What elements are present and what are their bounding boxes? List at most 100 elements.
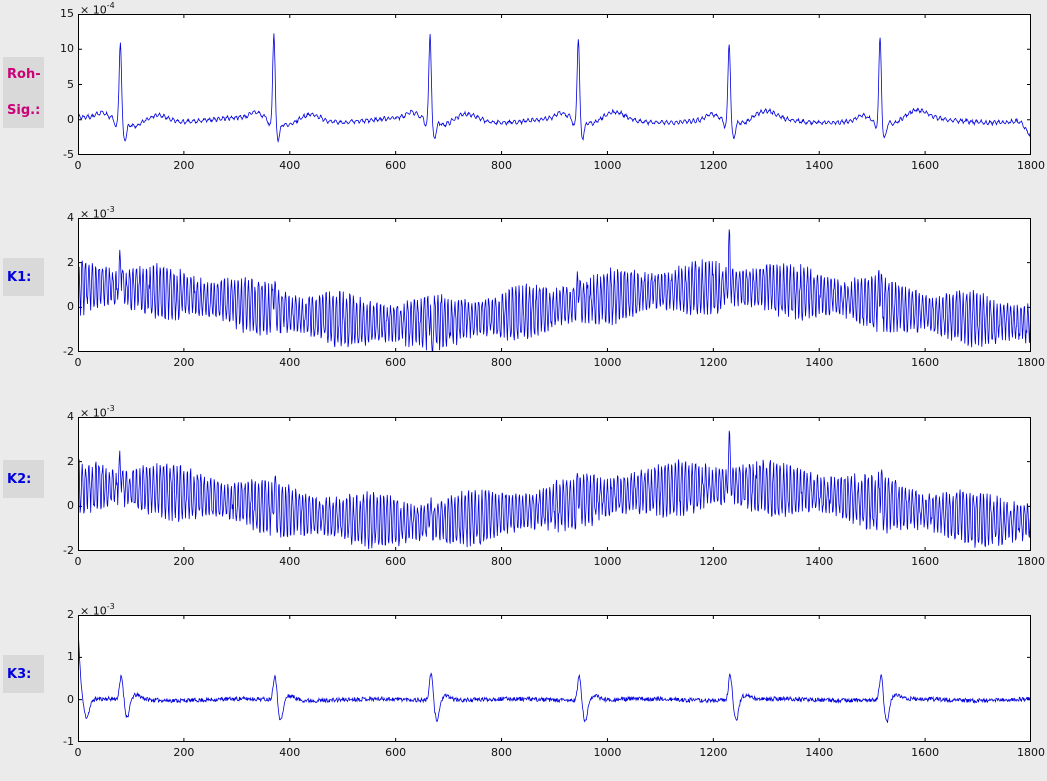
x-tick-label: 1400 (805, 159, 834, 172)
exponent-base: × 10 (80, 3, 107, 17)
x-tick-label: 1400 (805, 746, 834, 759)
x-tick-label: 800 (491, 159, 513, 172)
x-tick-label: 400 (279, 159, 301, 172)
x-tick-label: 1600 (911, 159, 940, 172)
y-tick-label: 4 (67, 410, 74, 423)
tick-marks (78, 417, 1031, 551)
x-tick-label: 400 (279, 746, 301, 759)
row-label-k3: K3: (3, 655, 44, 693)
tick-marks (78, 218, 1031, 352)
x-tick-label: 200 (173, 159, 195, 172)
x-tick-label: 800 (491, 746, 513, 759)
axis-exponent-label: × 10-3 (80, 602, 115, 618)
x-tick-label: 1000 (593, 159, 622, 172)
x-tick-label: 1600 (911, 356, 940, 369)
x-tick-label: 1600 (911, 555, 940, 568)
x-tick-label: 200 (173, 356, 195, 369)
y-tick-label: 0 (67, 499, 74, 513)
row-label-k1: K1: (3, 258, 44, 296)
signal-trace-k2 (78, 430, 1031, 550)
row-label-text-roh: Roh- (7, 67, 41, 83)
x-tick-label: 600 (385, 159, 407, 172)
x-tick-label: 1800 (1017, 555, 1045, 568)
exponent-base: × 10 (80, 604, 107, 618)
plot-area-k1 (78, 218, 1031, 352)
tick-marks (78, 615, 1031, 742)
x-tick-label: 800 (491, 356, 513, 369)
x-tick-label: 1200 (699, 159, 728, 172)
y-tick-label: 0 (67, 692, 74, 706)
row-label-k2: K2: (3, 460, 44, 498)
y-tick-label: -2 (63, 345, 74, 358)
row-label-roh-sig: Roh- Sig.: (3, 57, 44, 128)
row-label-text-k1: K1: (7, 269, 32, 285)
x-tick-label: 1800 (1017, 746, 1045, 759)
y-tick-label: 5 (67, 77, 74, 91)
y-tick-label: 2 (67, 255, 74, 269)
x-tick-label: 1200 (699, 555, 728, 568)
x-tick-label: 1200 (699, 356, 728, 369)
x-tick-label: 1200 (699, 746, 728, 759)
axis-exponent-label: × 10-3 (80, 205, 115, 221)
x-tick-label: 1800 (1017, 356, 1045, 369)
x-tick-label: 600 (385, 746, 407, 759)
x-tick-label: 1400 (805, 356, 834, 369)
axes-box (78, 615, 1031, 742)
axes-box (78, 14, 1031, 155)
signal-trace-k3 (78, 622, 1031, 723)
signal-trace-roh-signal (78, 33, 1031, 143)
y-tick-label: 0 (67, 300, 74, 314)
x-tick-label: 200 (173, 746, 195, 759)
x-tick-label: 0 (74, 746, 82, 759)
y-tick-label: 4 (67, 211, 74, 224)
y-tick-label: -2 (63, 544, 74, 557)
x-tick-label: 1800 (1017, 159, 1045, 172)
x-tick-label: 0 (74, 159, 82, 172)
y-tick-label: 1 (67, 650, 74, 664)
x-tick-label: 1000 (593, 356, 622, 369)
x-tick-label: 1600 (911, 746, 940, 759)
plot-area-k2 (78, 417, 1031, 551)
exponent-power: -3 (106, 404, 115, 413)
axis-exponent-label: × 10-3 (80, 404, 115, 420)
y-tick-label: -1 (63, 735, 74, 748)
exponent-power: -3 (106, 205, 115, 214)
axes-box (78, 417, 1031, 551)
y-tick-label: 2 (67, 454, 74, 468)
exponent-power: -4 (106, 1, 115, 10)
x-tick-label: 0 (74, 555, 82, 568)
y-tick-label: 0 (67, 112, 74, 126)
exponent-power: -3 (106, 602, 115, 611)
row-label-text-k2: K2: (7, 471, 32, 487)
y-tick-label: 10 (60, 42, 74, 56)
y-tick-label: -5 (63, 148, 74, 161)
y-tick-label: 2 (67, 608, 74, 621)
x-tick-label: 1000 (593, 746, 622, 759)
tick-marks (78, 14, 1031, 155)
exponent-base: × 10 (80, 406, 107, 420)
x-tick-label: 600 (385, 356, 407, 369)
axis-exponent-label: × 10-4 (80, 1, 115, 17)
x-tick-label: 1000 (593, 555, 622, 568)
x-tick-label: 400 (279, 356, 301, 369)
axes-box (78, 218, 1031, 352)
y-tick-label: 15 (60, 7, 74, 20)
x-tick-label: 400 (279, 555, 301, 568)
plot-area-k3 (78, 615, 1031, 742)
exponent-base: × 10 (80, 207, 107, 221)
row-label-text-sig: Sig.: (7, 102, 41, 118)
x-tick-label: 0 (74, 356, 82, 369)
x-tick-label: 1400 (805, 555, 834, 568)
x-tick-label: 200 (173, 555, 195, 568)
x-tick-label: 800 (491, 555, 513, 568)
plot-area-roh-signal (78, 14, 1031, 155)
signal-trace-k1 (78, 229, 1031, 352)
row-label-text-k3: K3: (7, 666, 32, 682)
x-tick-label: 600 (385, 555, 407, 568)
